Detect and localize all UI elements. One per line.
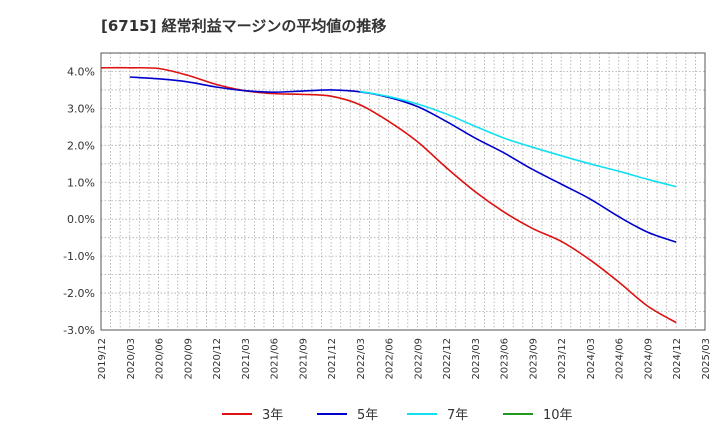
- x-tick-label: 2022/12: [442, 338, 453, 380]
- series-line-2: [129, 76, 677, 243]
- x-tick-label: 2021/03: [241, 338, 252, 380]
- x-tick-label: 2024/06: [615, 338, 626, 380]
- x-tick-label: 2023/12: [557, 338, 568, 380]
- y-tick-label: 1.0%: [67, 176, 95, 189]
- y-tick-label: -2.0%: [63, 287, 95, 300]
- legend-label-2: 5年: [357, 408, 378, 423]
- y-tick-label: 4.0%: [67, 65, 95, 78]
- legend-label-4: 10年: [543, 408, 573, 423]
- x-tick-label: 2020/06: [155, 338, 166, 380]
- y-tick-label: -1.0%: [63, 250, 95, 263]
- x-tick-label: 2023/03: [471, 338, 482, 380]
- legend: 3年 5年 7年 10年: [222, 408, 573, 423]
- x-tick-label: 2024/09: [643, 338, 654, 380]
- x-tick-label: 2020/03: [126, 338, 137, 380]
- plot-area: 4.0% 3.0% 2.0% 1.0% 0.0% -1.0% -2.0% -3.0%2019/…: [63, 52, 712, 380]
- x-tick-label: 2024/03: [586, 338, 597, 380]
- x-tick-label: 2021/12: [327, 338, 338, 380]
- x-tick-label: 2022/09: [413, 338, 424, 380]
- x-tick-label: 2023/09: [528, 338, 539, 380]
- x-tick-label: 2020/09: [183, 338, 194, 380]
- x-tick-label: 2019/12: [97, 338, 108, 380]
- x-tick-label: 2025/03: [701, 338, 712, 380]
- x-tick-label: 2024/12: [672, 338, 683, 380]
- y-tick-label: 0.0%: [67, 213, 95, 226]
- series-line-3: [359, 90, 677, 188]
- x-tick-label: 2023/06: [500, 338, 511, 380]
- legend-label-3: 7年: [447, 408, 468, 423]
- legend-label-1: 3年: [262, 408, 283, 423]
- chart-title: [6715] 経常利益マージンの平均値の推移: [101, 17, 386, 35]
- plot-background: [101, 53, 705, 330]
- x-tick-label: 2022/03: [356, 338, 367, 380]
- plot-frame: [100, 52, 706, 331]
- x-tick-label: 2020/12: [212, 338, 223, 380]
- y-tick-label: -3.0%: [63, 324, 95, 337]
- series-line-1: [100, 66, 677, 324]
- y-tick-label: 2.0%: [67, 139, 95, 152]
- x-tick-label: 2021/09: [298, 338, 309, 380]
- x-tick-label: 2021/06: [270, 338, 281, 380]
- y-tick-label: 3.0%: [67, 102, 95, 115]
- x-tick-label: 2022/06: [385, 338, 396, 380]
